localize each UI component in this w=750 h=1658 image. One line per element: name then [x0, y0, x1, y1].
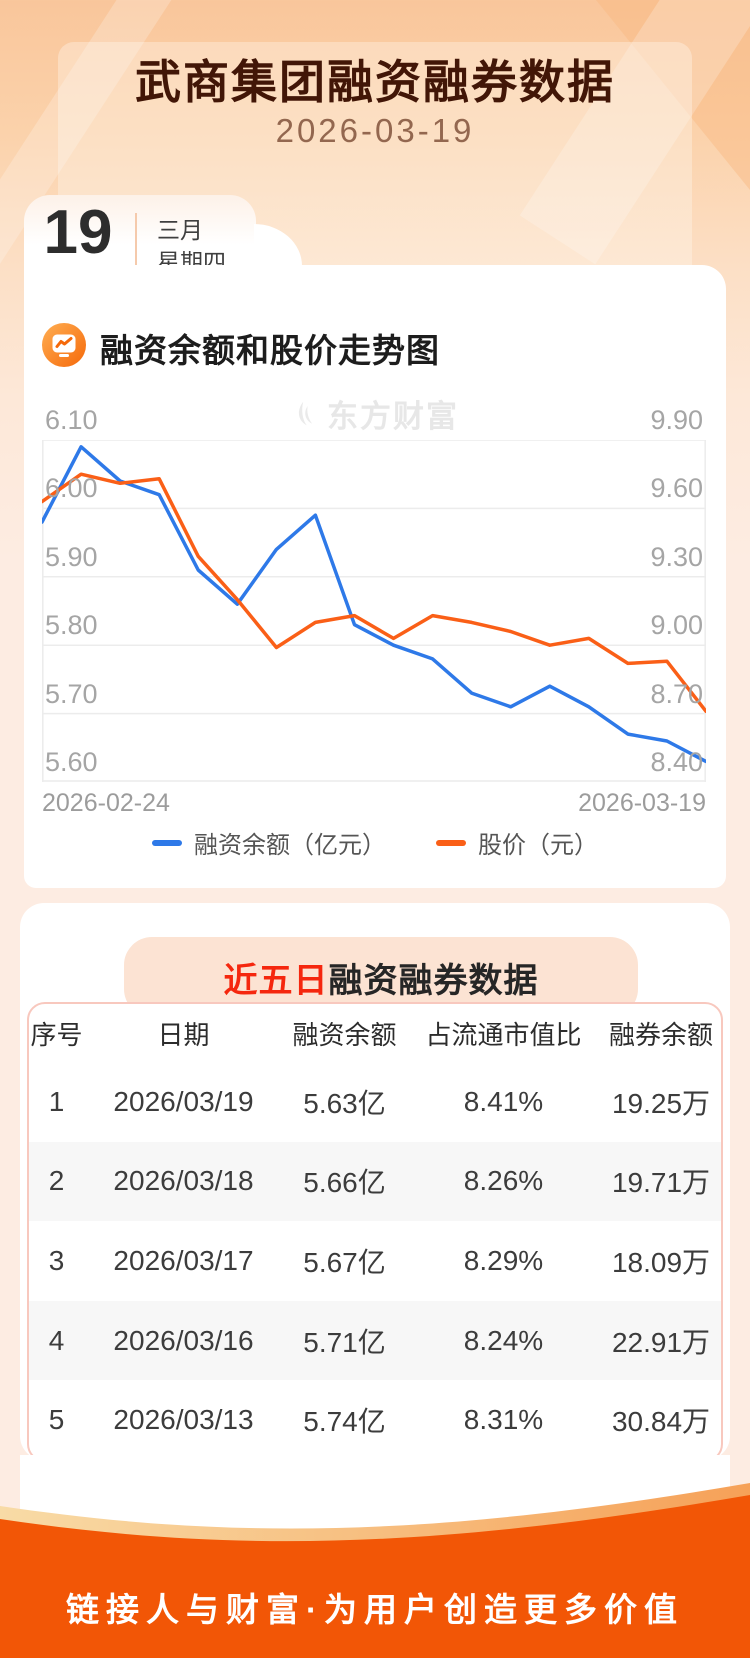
y-tick-left: 5.70 — [45, 678, 98, 709]
footer-wave — [0, 1483, 750, 1658]
table-row: 1 2026/03/19 5.63亿 8.41% 19.25万 — [29, 1062, 721, 1142]
column-header: 融券余额 — [608, 1019, 713, 1050]
table-cell: 3 — [48, 1244, 65, 1276]
table-cell: 22.91万 — [611, 1326, 711, 1358]
footer-slogan: 链接人与财富·为用户创造更多价值 — [66, 1591, 684, 1628]
chart-card: 融资余额和股价走势图 东方财富 6.10 9.90 6.00 9.60 5.90 9.30… — [24, 265, 726, 888]
y-tick-right: 8.70 — [650, 678, 703, 709]
legend-swatch — [152, 839, 182, 846]
y-tick-right: 9.30 — [650, 541, 703, 572]
column-header: 占流通市值比 — [425, 1019, 582, 1050]
section-title: 融资余额和股价走势图 — [100, 331, 440, 369]
table-cell: 5.71亿 — [303, 1326, 386, 1358]
x-axis-start-label: 2026-02-24 — [42, 789, 170, 817]
legend-item: 融资余额（亿元） — [152, 825, 386, 860]
table-cell: 8.24% — [463, 1324, 544, 1356]
table-cell: 8.41% — [463, 1085, 544, 1117]
y-tick-left: 5.90 — [45, 541, 98, 572]
y-tick-right: 9.00 — [650, 610, 703, 641]
date-card — [24, 195, 256, 266]
chart-legend: 融资余额（亿元） 股价（元） — [24, 825, 726, 860]
day-number: 19 — [43, 198, 113, 267]
table-cell: 5 — [48, 1404, 65, 1436]
table-cell: 18.09万 — [611, 1246, 711, 1278]
margin-balance-line — [40, 445, 708, 764]
column-header: 序号 — [30, 1019, 83, 1050]
y-tick-right: 9.60 — [650, 473, 703, 504]
table-cell: 5.67亿 — [303, 1246, 386, 1278]
y-tick-left: 6.00 — [45, 473, 98, 504]
y-tick-left: 5.60 — [45, 747, 98, 777]
legend-label: 融资余额（亿元） — [194, 832, 386, 859]
table-cell: 5.63亿 — [303, 1087, 386, 1119]
y-tick-left: 6.10 — [45, 405, 98, 435]
trend-chart — [40, 439, 708, 782]
legend-item: 股价（元） — [436, 825, 598, 860]
chart-monitor-icon — [42, 323, 86, 372]
column-header: 日期 — [157, 1019, 210, 1050]
table-cell: 5.66亿 — [303, 1167, 386, 1199]
table-cell: 30.84万 — [611, 1406, 711, 1438]
table-title-rest: 融资融券数据 — [328, 961, 539, 1000]
column-header: 融资余额 — [292, 1019, 397, 1050]
table-row: 4 2026/03/16 5.71亿 8.24% 22.91万 — [29, 1300, 721, 1381]
date-card-divider — [135, 213, 137, 275]
table-cell: 4 — [48, 1324, 65, 1356]
table-cell: 19.25万 — [611, 1087, 711, 1119]
y-tick-right: 9.90 — [650, 405, 703, 435]
page-title: 武商集团融资融券数据 — [135, 56, 615, 108]
table-cell: 2026/03/19 — [113, 1085, 254, 1117]
table-cell: 8.26% — [463, 1165, 544, 1197]
month-label: 三月 — [157, 217, 203, 243]
y-tick-right: 8.40 — [650, 747, 703, 777]
legend-swatch — [436, 839, 466, 846]
table-cell: 2 — [48, 1165, 65, 1197]
table-header-row: 序号 日期 融资余额 占流通市值比 融券余额 — [29, 1004, 721, 1062]
table-row: 5 2026/03/13 5.74亿 8.31% 30.84万 — [29, 1380, 721, 1460]
table-cell: 2026/03/16 — [113, 1324, 254, 1356]
table-cell: 2026/03/18 — [113, 1165, 254, 1197]
table-cell: 19.71万 — [611, 1167, 711, 1199]
watermark: 东方财富 — [24, 391, 726, 436]
table-cell: 2026/03/17 — [113, 1244, 254, 1276]
data-table: 序号 日期 融资余额 占流通市值比 融券余额 1 2026/03/19 5.63亿 8.41% 1… — [27, 1002, 723, 1462]
x-axis-end-label: 2026-03-19 — [578, 789, 706, 817]
page-date: 2026-03-19 — [275, 112, 475, 149]
legend-label: 股价（元） — [478, 832, 598, 859]
table-cell: 8.31% — [463, 1404, 544, 1436]
stock-price-line — [40, 472, 708, 714]
table-title-highlight: 近五日 — [223, 961, 329, 1000]
chart-plot-area: 6.10 9.90 6.00 9.60 5.90 9.30 5.80 9.00 5.70 8.70… — [40, 405, 708, 817]
y-tick-left: 5.80 — [45, 610, 98, 641]
table-cell: 1 — [48, 1085, 65, 1117]
table-cell: 2026/03/13 — [113, 1404, 254, 1436]
table-cell: 5.74亿 — [303, 1406, 386, 1438]
table-row: 3 2026/03/17 5.67亿 8.29% 18.09万 — [29, 1221, 721, 1301]
table-cell: 8.29% — [463, 1244, 544, 1276]
section-header: 融资余额和股价走势图 — [42, 323, 440, 372]
table-row: 2 2026/03/18 5.66亿 8.26% 19.71万 — [29, 1141, 721, 1222]
eastmoney-logo-icon — [298, 401, 312, 425]
